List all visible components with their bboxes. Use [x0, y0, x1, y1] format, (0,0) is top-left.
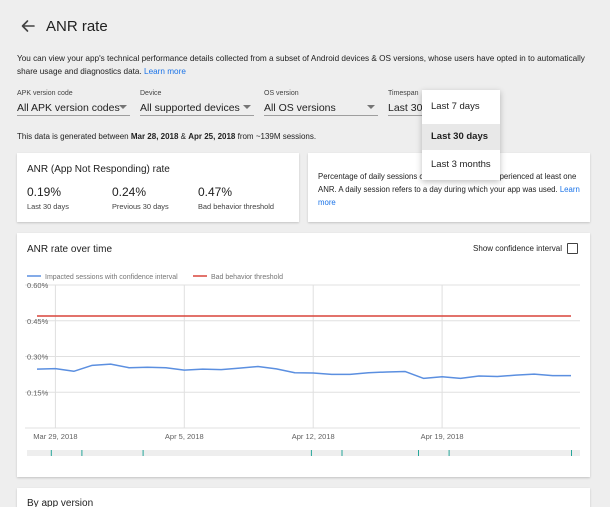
learn-more-link[interactable]: Learn more	[144, 67, 186, 76]
x-tick-label: Apr 5, 2018	[165, 432, 204, 441]
device-select[interactable]: Device All supported devices	[140, 90, 254, 116]
os-version-label: OS version	[264, 90, 299, 97]
confidence-interval-checkbox[interactable]	[567, 243, 578, 254]
metric-last-30: 0.19% Last 30 days	[27, 185, 69, 211]
arrow-left-icon[interactable]	[20, 18, 36, 34]
legend-label: Impacted sessions with confidence interv…	[45, 274, 178, 281]
timespan-menu: Last 7 days Last 30 days Last 3 months	[422, 90, 500, 180]
timespan-option-30-days[interactable]: Last 30 days	[422, 124, 500, 150]
x-tick-label: Apr 12, 2018	[292, 432, 335, 441]
x-tick-label: Mar 29, 2018	[33, 432, 77, 441]
intro-description: You can view your app's technical perfor…	[17, 54, 585, 76]
data-range-prefix: This data is generated between	[17, 132, 131, 141]
data-range-suffix: from ~139M sessions.	[235, 132, 317, 141]
os-version-value: All OS versions	[264, 102, 336, 114]
chevron-down-icon	[367, 105, 375, 109]
legend-label: Bad behavior threshold	[211, 274, 283, 281]
y-tick-label: 0.45%	[27, 317, 49, 326]
metric-value: 0.47%	[198, 185, 233, 199]
timespan-option-3-months[interactable]: Last 3 months	[431, 159, 491, 170]
x-tick-label: Apr 19, 2018	[421, 432, 464, 441]
data-range-note: This data is generated between Mar 28, 2…	[17, 132, 316, 141]
data-range-start: Mar 28, 2018	[130, 132, 179, 141]
metric-label: Last 30 days	[27, 202, 69, 211]
metric-value: 0.24%	[112, 185, 147, 199]
timespan-option-7-days[interactable]: Last 7 days	[431, 101, 480, 112]
y-tick-label: 0.30%	[27, 353, 49, 362]
anr-rate-card: ANR (App Not Responding) rate 0.19% Last…	[17, 153, 299, 222]
range-bar	[27, 450, 580, 456]
anr-card-title: ANR (App Not Responding) rate	[27, 164, 170, 175]
anr-info-text: Percentage of daily sessions c experience…	[318, 170, 583, 209]
info-text-rest: experienced at least one ANR. A daily se…	[318, 172, 577, 194]
os-version-select[interactable]: OS version All OS versions	[264, 90, 378, 116]
chevron-down-icon	[243, 105, 251, 109]
confidence-interval-label: Show confidence interval	[473, 244, 562, 253]
anr-chart: Impacted sessions with confidence interv…	[25, 274, 580, 456]
apk-version-value: All APK version codes	[17, 102, 120, 114]
intro-text: You can view your app's technical perfor…	[17, 52, 597, 78]
info-text-start: Percentage of daily sessions c	[318, 172, 424, 181]
timespan-label: Timespan	[388, 90, 419, 97]
series-line	[36, 363, 571, 380]
anr-chart-card: ANR rate over time Show confidence inter…	[17, 233, 590, 477]
chevron-down-icon	[119, 105, 127, 109]
y-tick-label: 0.15%	[27, 388, 49, 397]
timespan-value: Last 30	[388, 102, 423, 114]
y-tick-label: 0.60%	[27, 281, 49, 290]
app-version-card: By app version	[17, 488, 590, 507]
metric-threshold: 0.47% Bad behavior threshold	[198, 185, 274, 211]
page-header: ANR rate	[20, 14, 108, 38]
data-range-end: Apr 25, 2018	[188, 132, 236, 141]
page-title: ANR rate	[46, 17, 108, 35]
metric-value: 0.19%	[27, 185, 62, 199]
learn-more-link[interactable]: Learn more	[318, 185, 580, 207]
apk-version-select[interactable]: APK version code All APK version codes	[17, 90, 130, 116]
app-version-title: By app version	[27, 498, 94, 507]
filters-row: APK version code All APK version codes D…	[0, 90, 610, 120]
device-label: Device	[140, 90, 162, 97]
data-range-amp: &	[178, 132, 189, 141]
device-value: All supported devices	[140, 102, 240, 114]
chart-title: ANR rate over time	[27, 244, 113, 255]
metric-label: Previous 30 days	[112, 202, 169, 211]
metric-previous-30: 0.24% Previous 30 days	[112, 185, 169, 211]
metric-label: Bad behavior threshold	[198, 202, 275, 211]
apk-version-label: APK version code	[17, 90, 73, 97]
